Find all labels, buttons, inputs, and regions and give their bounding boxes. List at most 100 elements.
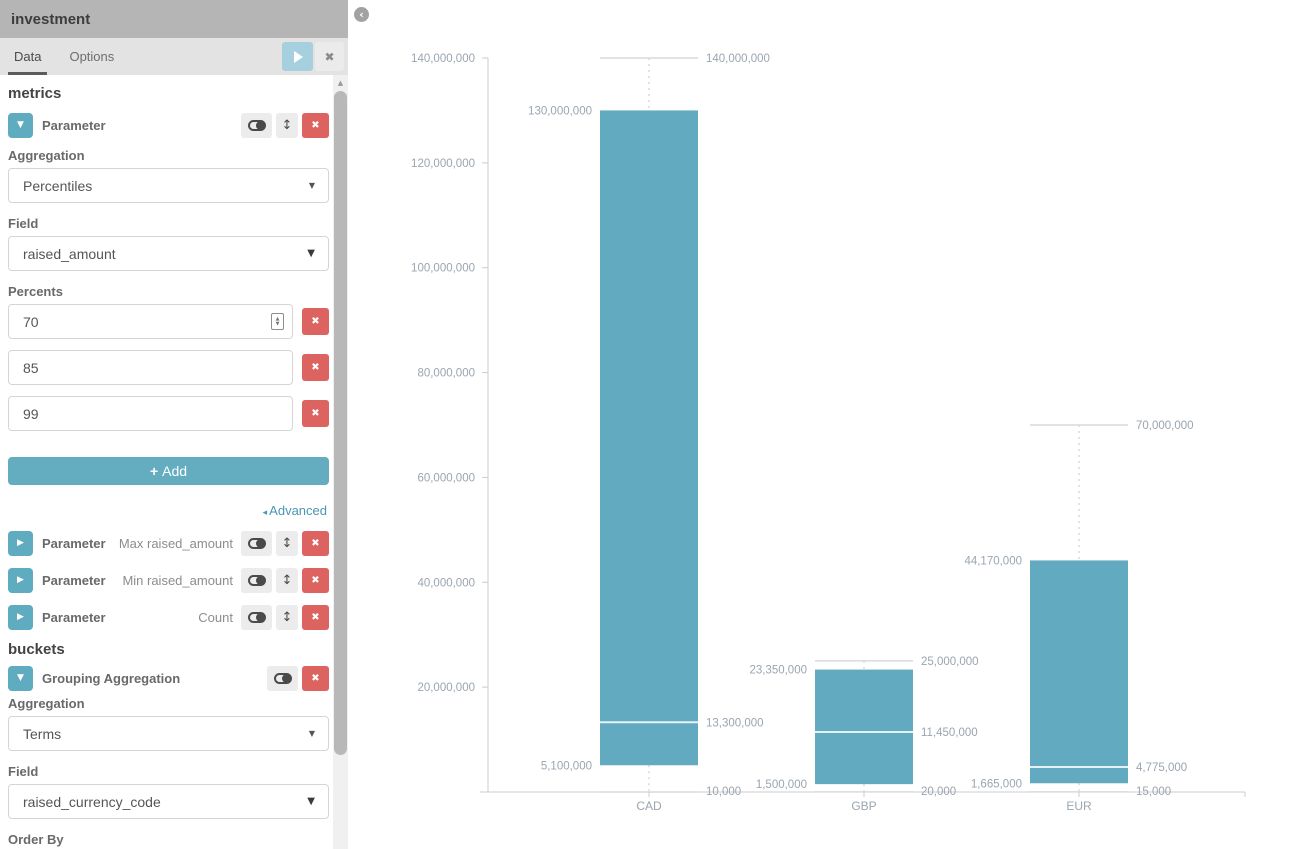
delete-x-icon: ✖: [311, 672, 320, 684]
delete-percent-2-button[interactable]: ✖: [302, 354, 329, 381]
toggle-enable-button[interactable]: [267, 665, 298, 691]
delete-parameter-button[interactable]: ✖: [302, 530, 329, 556]
box-GBP: GBP 25,000,000 23,350,000 11,450,000 1,500,0…: [749, 656, 978, 813]
metric-parameter-row-count: ▶ Parameter Count ↕ ✖: [8, 604, 329, 630]
order-by-label: Order By: [8, 832, 64, 847]
whisker-high-label: 70,000,000: [1136, 420, 1194, 432]
scrollbar-thumb[interactable]: [334, 91, 347, 755]
parameter-label: Parameter: [42, 117, 106, 133]
parameter-label: Parameter: [42, 572, 106, 588]
y-axis-tick-label: 80,000,000: [417, 368, 475, 380]
percents-label: Percents: [8, 284, 63, 299]
percent-input-1[interactable]: [8, 304, 293, 339]
triangle-left-icon: ◂: [262, 508, 268, 518]
x-axis-category-label: EUR: [1066, 799, 1092, 813]
collapse-sidebar-button[interactable]: ‹: [354, 7, 369, 22]
whisker-low-label: 20,000: [921, 786, 956, 798]
metric-parameter-row: ▼ Parameter ↕ ✖: [8, 112, 329, 138]
y-axis-tick-label: 60,000,000: [417, 472, 475, 484]
tab-data[interactable]: Data: [0, 38, 55, 75]
delete-x-icon: ✖: [311, 537, 320, 549]
percent-input-2[interactable]: [8, 350, 293, 385]
move-parameter-button[interactable]: ↕: [276, 530, 298, 556]
sidebar-titlebar: investment: [0, 0, 348, 38]
add-percent-button[interactable]: + Add: [8, 457, 329, 485]
delete-percent-1-button[interactable]: ✖: [302, 308, 329, 335]
toggle-on-icon: [247, 611, 266, 623]
delete-parameter-button[interactable]: ✖: [302, 112, 329, 138]
box-high-label: 44,170,000: [964, 555, 1022, 567]
percentile-bar[interactable]: [1030, 560, 1128, 784]
percent-row-3: ✖: [8, 396, 329, 431]
bucket-aggregation-selected-value: Terms: [23, 725, 62, 742]
delete-grouping-button[interactable]: ✖: [302, 665, 329, 691]
scrollbar-up-arrow-icon[interactable]: ▲: [337, 78, 344, 87]
delete-parameter-button[interactable]: ✖: [302, 604, 329, 630]
parameter-label: Parameter: [42, 535, 106, 551]
median-label: 11,450,000: [921, 727, 978, 739]
field-select[interactable]: raised_amount ▼: [8, 236, 329, 271]
expand-parameter-button[interactable]: ▶: [8, 567, 33, 593]
bucket-aggregation-select[interactable]: Terms ▼: [8, 716, 329, 751]
combobox-caret-icon: ▼: [307, 796, 315, 807]
collapse-grouping-button[interactable]: ▼: [8, 665, 33, 691]
move-parameter-button[interactable]: ↕: [276, 567, 298, 593]
delete-percent-3-button[interactable]: ✖: [302, 400, 329, 427]
aggregation-select[interactable]: Percentiles ▼: [8, 168, 329, 203]
delete-x-icon: ✖: [311, 119, 320, 131]
tab-options[interactable]: Options: [69, 49, 115, 64]
metrics-heading: metrics: [8, 85, 62, 102]
box-low-label: 5,100,000: [541, 760, 592, 772]
field-selected-value: raised_amount: [23, 245, 116, 262]
toggle-on-icon: [247, 537, 266, 549]
parameter-value: Max raised_amount: [118, 535, 233, 551]
expand-parameter-button[interactable]: ▶: [8, 530, 33, 556]
percentile-bar[interactable]: [600, 110, 698, 766]
close-icon: ✖: [324, 49, 335, 64]
sidebar-tabbar: Data Options ✖: [0, 38, 348, 75]
toggle-enable-button[interactable]: [241, 530, 272, 556]
move-parameter-button[interactable]: ↕: [276, 112, 298, 138]
toggle-on-icon: [273, 672, 292, 684]
up-down-arrow-icon: ↕: [281, 117, 293, 133]
delete-parameter-button[interactable]: ✖: [302, 567, 329, 593]
aggregation-label: Aggregation: [8, 148, 85, 163]
grouping-label: Grouping Aggregation: [42, 670, 181, 686]
percent-input-3[interactable]: [8, 396, 293, 431]
toggle-enable-button[interactable]: [241, 112, 272, 138]
toggle-enable-button[interactable]: [241, 604, 272, 630]
collapse-parameter-button[interactable]: ▼: [8, 112, 33, 138]
number-spinner-icon[interactable]: ▲ ▼: [271, 313, 284, 330]
y-axis-tick-label: 140,000,000: [411, 53, 475, 65]
apply-changes-button[interactable]: [282, 42, 313, 71]
y-axis-tick-label: 100,000,000: [411, 263, 475, 275]
expand-parameter-button[interactable]: ▶: [8, 604, 33, 630]
percentile-bar[interactable]: [815, 669, 913, 785]
y-axis-tick-label: 40,000,000: [417, 577, 475, 589]
delete-x-icon: ✖: [311, 574, 320, 586]
sidebar-scrollbar[interactable]: ▲: [333, 75, 348, 849]
up-down-arrow-icon: ↕: [281, 609, 293, 625]
advanced-link[interactable]: ◂ Advanced: [262, 503, 327, 518]
chevron-down-icon: ▼: [17, 673, 24, 683]
chevron-left-icon: ‹: [359, 8, 364, 21]
percent-row-1: ▲▼ ✖: [8, 304, 329, 339]
grouping-aggregation-row: ▼ Grouping Aggregation ✖: [8, 665, 329, 691]
y-axis-tick-label: 120,000,000: [411, 158, 475, 170]
chevron-down-icon: ▼: [17, 120, 24, 130]
sidebar-content: metrics ▼ Parameter ↕ ✖ Aggregation Perc…: [0, 75, 333, 849]
field-label: Field: [8, 216, 39, 231]
plus-icon: +: [149, 463, 159, 479]
delete-x-icon: ✖: [311, 316, 320, 327]
move-parameter-button[interactable]: ↕: [276, 604, 298, 630]
box-EUR: EUR 70,000,000 44,170,000 4,775,000 1,665,00…: [964, 420, 1193, 813]
parameter-value: Min raised_amount: [122, 572, 233, 588]
bucket-field-select[interactable]: raised_currency_code ▼: [8, 784, 329, 819]
chevron-right-icon: ▶: [17, 575, 24, 585]
combobox-caret-icon: ▼: [307, 248, 315, 259]
median-label: 13,300,000: [706, 717, 764, 729]
discard-changes-button[interactable]: ✖: [315, 42, 344, 71]
toggle-enable-button[interactable]: [241, 567, 272, 593]
bucket-field-label: Field: [8, 764, 39, 779]
metric-parameter-row-min: ▶ Parameter Min raised_amount ↕ ✖: [8, 567, 329, 593]
